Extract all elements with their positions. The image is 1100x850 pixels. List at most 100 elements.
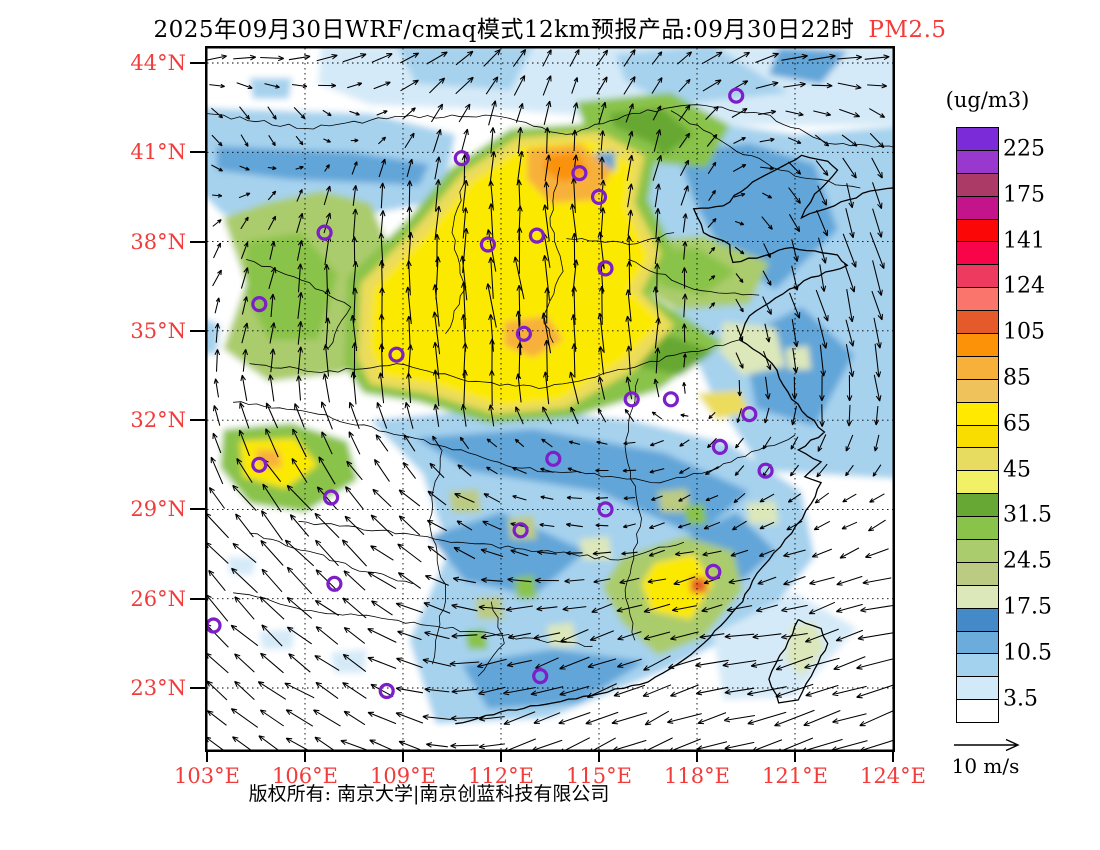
y-axis-tick — [190, 62, 205, 64]
y-axis-tick — [190, 419, 205, 422]
region-south-patch-9 — [465, 628, 488, 650]
province-boundary-b-shanxi-w — [445, 176, 466, 335]
province-boundary-b-shandong-s — [628, 259, 760, 296]
y-axis-tick — [190, 597, 205, 600]
station-marker-23 — [207, 617, 222, 634]
y-axis-label-23N: 23°N — [130, 676, 186, 700]
station-marker-22 — [705, 563, 722, 581]
colorbar-block-19 — [957, 562, 998, 586]
copyright-text: 版权所有: 南京大学|南京创蓝科技有限公司 — [248, 783, 610, 805]
province-boundary-b-guangxi-e — [477, 601, 505, 677]
x-axis-tick — [500, 751, 502, 762]
colorbar-block-16 — [957, 494, 998, 518]
colorbar-label-85: 85 — [1003, 365, 1031, 391]
region-south-patch-5 — [746, 500, 779, 525]
province-boundary-b-hebei-s — [566, 232, 675, 245]
region-central-yellow-core — [370, 140, 662, 406]
colorbar-label-105: 105 — [1003, 319, 1045, 345]
station-marker-21 — [326, 575, 343, 592]
region-sw-speck-1 — [259, 628, 296, 650]
colorbar-block-0 — [957, 128, 998, 151]
colorbar-block-23 — [957, 654, 998, 678]
y-axis-tick — [190, 329, 205, 332]
province-boundary-b-28n — [298, 520, 685, 561]
region-northwest-blue-core — [216, 146, 430, 185]
station-marker-17 — [251, 456, 268, 473]
colorbar-block-11 — [957, 379, 998, 403]
colorbar-block-20 — [957, 585, 998, 609]
province-boundary-b-ne — [670, 110, 861, 189]
region-south-patch-8 — [514, 574, 537, 599]
x-axis-tick — [304, 751, 306, 762]
colorbar-block-22 — [957, 631, 998, 655]
y-axis-tick — [190, 508, 205, 511]
region-top-blue-patch-2 — [615, 48, 789, 105]
colorbar-block-6 — [957, 265, 998, 289]
station-marker-24 — [532, 667, 549, 685]
region-shandong-green-core — [657, 247, 737, 296]
colorbar-block-21 — [957, 608, 998, 632]
colorbar-label-10.5: 10.5 — [1003, 639, 1052, 665]
colorbar-label-3.5: 3.5 — [1003, 685, 1038, 711]
region-south-patch-10 — [683, 503, 707, 525]
y-axis-tick — [190, 687, 205, 689]
x-axis-tick — [402, 751, 404, 762]
colorbar-label-124: 124 — [1003, 273, 1045, 299]
x-axis-label-109E: 109°E — [370, 764, 436, 788]
colorbar-block-1 — [957, 150, 998, 174]
title-main: 2025年09月30日WRF/cmaq模式12km预报产品:09月30日22时 — [153, 17, 855, 43]
colorbar-label-45: 45 — [1003, 456, 1031, 482]
colorbar-block-13 — [957, 425, 998, 449]
province-boundary-b-110e-s — [428, 449, 447, 665]
y-axis-tick — [190, 240, 205, 243]
colorbar-block-25 — [957, 700, 998, 723]
title-pollutant: PM2.5 — [868, 17, 947, 43]
map-border — [205, 46, 895, 752]
colorbar-block-3 — [957, 196, 998, 220]
x-axis-label-118E: 118°E — [664, 764, 730, 788]
station-marker-1 — [453, 150, 470, 167]
colorbar-block-2 — [957, 173, 998, 197]
province-boundary-b-116e-s — [624, 378, 642, 641]
station-marker-8 — [251, 296, 268, 313]
province-boundary-b-gansu — [246, 259, 352, 349]
y-axis-label-41N: 41°N — [130, 140, 186, 165]
station-marker-0 — [728, 87, 745, 104]
region-south-patch-1 — [448, 488, 482, 513]
region-south-patch-11 — [785, 345, 812, 370]
y-axis-label-44N: 44°N — [130, 51, 186, 75]
map-frame — [205, 46, 895, 752]
x-axis-label-103E: 103°E — [174, 764, 240, 788]
province-boundary-b-north-border — [207, 104, 893, 148]
station-marker-6 — [528, 227, 545, 244]
x-axis-tick — [696, 751, 698, 762]
station-marker-2 — [571, 164, 588, 182]
region-fujian-orange-dot — [690, 577, 707, 593]
station-marker-13 — [741, 406, 758, 423]
colorbar-label-225: 225 — [1003, 136, 1045, 162]
station-marker-9 — [388, 346, 405, 363]
pm25-concentration-map — [205, 46, 895, 752]
x-axis-tick — [598, 751, 600, 762]
colorbar-label-31.5: 31.5 — [1003, 502, 1052, 528]
y-axis-tick — [190, 151, 205, 154]
colorbar-block-18 — [957, 540, 998, 563]
colorbar-block-15 — [957, 471, 998, 495]
region-bohai-blue — [677, 143, 838, 290]
y-axis-label-35N: 35°N — [130, 318, 186, 343]
colorbar-block-8 — [957, 311, 998, 335]
colorbar-block-24 — [957, 677, 998, 701]
colorbar-unit-label: (ug/m3) — [945, 88, 1030, 112]
colorbar-block-14 — [957, 448, 998, 472]
station-marker-5 — [479, 236, 496, 253]
colorbar-block-17 — [957, 517, 998, 541]
station-marker-20 — [597, 501, 614, 518]
colorbar-label-141: 141 — [1003, 227, 1045, 253]
x-axis-label-115E: 115°E — [566, 764, 632, 788]
x-axis-label-106E: 106°E — [272, 764, 338, 788]
region-west-edge-blue — [207, 319, 221, 355]
region-nanjing-golden-pocket — [697, 390, 750, 421]
x-axis-label-112E: 112°E — [468, 764, 534, 788]
province-boundary-b-guizhou — [249, 532, 413, 585]
